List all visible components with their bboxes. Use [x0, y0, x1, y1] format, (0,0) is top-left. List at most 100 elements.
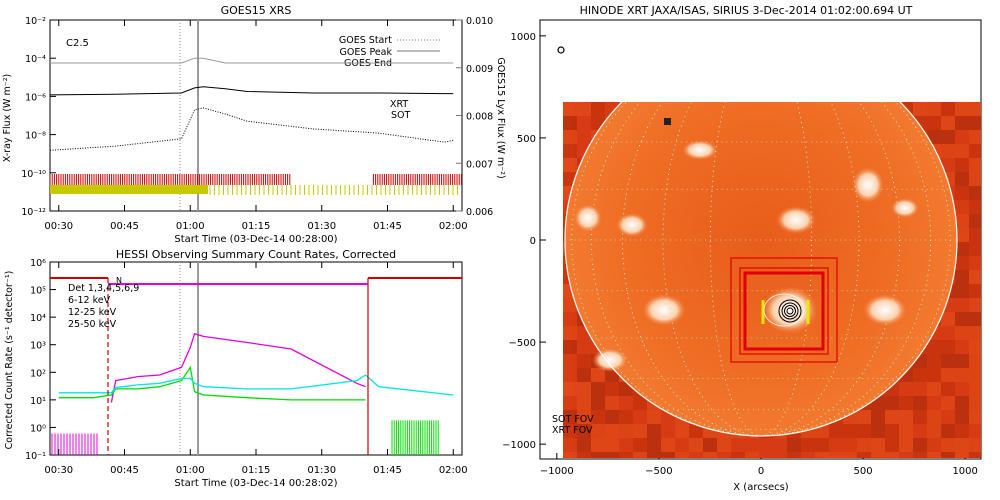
hessi-y-tick-label: 10⁴ — [30, 313, 46, 324]
hessi-series-2 — [58, 374, 454, 396]
texture-cell — [591, 438, 605, 452]
texture-cell — [941, 340, 955, 354]
goes-y-tick-label: 10⁻¹⁰ — [21, 169, 46, 180]
texture-cell — [563, 144, 577, 158]
longitude-line — [662, 102, 860, 437]
texture-cell — [773, 452, 787, 458]
coverage-bars — [50, 174, 462, 195]
texture-cell — [955, 256, 969, 270]
texture-cell — [563, 102, 577, 116]
texture-cell — [969, 130, 981, 144]
xrt-x-tick-label: 1000 — [952, 466, 977, 477]
goes-y2-label: GOES15 Lyx Flux (W m⁻²) — [495, 57, 506, 178]
texture-cell — [927, 410, 941, 424]
texture-cell — [577, 424, 591, 438]
texture-cell — [605, 382, 619, 396]
texture-cell — [675, 452, 689, 458]
bright-region — [592, 348, 628, 372]
texture-cell — [885, 410, 899, 424]
texture-cell — [885, 396, 899, 410]
goes-xrt-label: XRT — [390, 99, 408, 110]
texture-cell — [955, 354, 969, 368]
texture-cell — [703, 438, 717, 452]
goes-long-line — [50, 86, 454, 96]
texture-cell — [955, 410, 969, 424]
hessi-legend: Det 1,3,4,5,6,9 6-12 keV 12-25 keV 25-50… — [68, 283, 139, 330]
texture-cell — [955, 172, 969, 186]
texture-cell — [941, 312, 955, 326]
texture-cell — [577, 340, 591, 354]
texture-cell — [563, 424, 577, 438]
hessi-y-tick-label: 10⁻¹ — [25, 451, 46, 462]
contour — [786, 307, 794, 315]
dark-spot — [664, 118, 671, 125]
texture-cell — [913, 410, 927, 424]
texture-cell — [703, 452, 717, 458]
hessi-series — [58, 332, 454, 403]
texture-cell — [955, 326, 969, 340]
hessi-x-tick-label: 01:00 — [176, 465, 205, 476]
goes-x-label: Start Time (03-Dec-14 00:28:00) — [174, 234, 337, 245]
texture-cell — [969, 410, 981, 424]
texture-cell — [927, 368, 941, 382]
texture-cell — [913, 438, 927, 452]
texture-cell — [647, 424, 661, 438]
texture-cell — [563, 158, 577, 172]
texture-cell — [675, 424, 689, 438]
goes-y2-tick-label: 0.008 — [466, 112, 493, 123]
hessi-y-label: Corrected Count Rate (s⁻¹ detector⁻¹) — [4, 271, 15, 450]
texture-cell — [689, 424, 703, 438]
texture-cell — [759, 438, 773, 452]
goes-x-tick-label: 02:00 — [439, 221, 468, 232]
texture-cell — [563, 410, 577, 424]
texture-cell — [619, 410, 633, 424]
texture-cell — [899, 396, 913, 410]
goes-title: GOES15 XRS — [221, 4, 292, 17]
texture-cell — [941, 354, 955, 368]
hessi-title: HESSI Observing Summary Count Rates, Cor… — [116, 248, 396, 261]
xrt-fov-mid — [739, 267, 829, 355]
hessi-series-0 — [110, 332, 366, 403]
texture-cell — [563, 298, 577, 312]
xrt-panel: HINODE XRT JAXA/ISAS, SIRIUS 3-Dec-2014 … — [502, 4, 982, 493]
texture-cell — [927, 382, 941, 396]
texture-cell — [829, 424, 843, 438]
texture-cell — [843, 424, 857, 438]
goes-y-ticks: 10⁻¹² 10⁻¹⁰ 10⁻⁸ 10⁻⁶ 10⁻⁴ 10⁻² — [21, 16, 56, 218]
texture-cell — [591, 452, 605, 458]
xrt-x-tick-label: −500 — [645, 466, 672, 477]
texture-cell — [955, 186, 969, 200]
xrt-x-label: X (arcsecs) — [733, 482, 789, 493]
texture-cell — [969, 158, 981, 172]
texture-cell — [969, 200, 981, 214]
texture-cell — [577, 396, 591, 410]
xrt-y-tick-label: −500 — [509, 338, 536, 349]
hessi-x-label: Start Time (03-Dec-14 00:28:02) — [174, 478, 337, 489]
hessi-y-tick-label: 10⁰ — [30, 423, 46, 434]
goes-x-tick-label: 00:45 — [110, 221, 139, 232]
goes-y-tick-label: 10⁻² — [25, 16, 46, 27]
texture-cell — [955, 298, 969, 312]
texture-cell — [885, 438, 899, 452]
xrt-x-tick-label: 500 — [854, 466, 873, 477]
goes-x-tick-label: 01:30 — [307, 221, 336, 232]
texture-cell — [857, 410, 871, 424]
hessi-x-tick-label: 02:00 — [439, 465, 468, 476]
texture-cell — [955, 200, 969, 214]
texture-cell — [759, 452, 773, 458]
texture-cell — [731, 452, 745, 458]
texture-cell — [955, 130, 969, 144]
texture-cell — [927, 340, 941, 354]
texture-cell — [563, 452, 577, 458]
texture-cell — [577, 354, 591, 368]
texture-cell — [633, 396, 647, 410]
goes-x-tick-label: 01:15 — [242, 221, 271, 232]
texture-cell — [577, 116, 591, 130]
sun-position-marker — [557, 46, 565, 54]
texture-cell — [969, 354, 981, 368]
texture-cell — [871, 424, 885, 438]
texture-cell — [955, 158, 969, 172]
texture-cell — [941, 424, 955, 438]
texture-cell — [591, 382, 605, 396]
texture-cell — [941, 368, 955, 382]
